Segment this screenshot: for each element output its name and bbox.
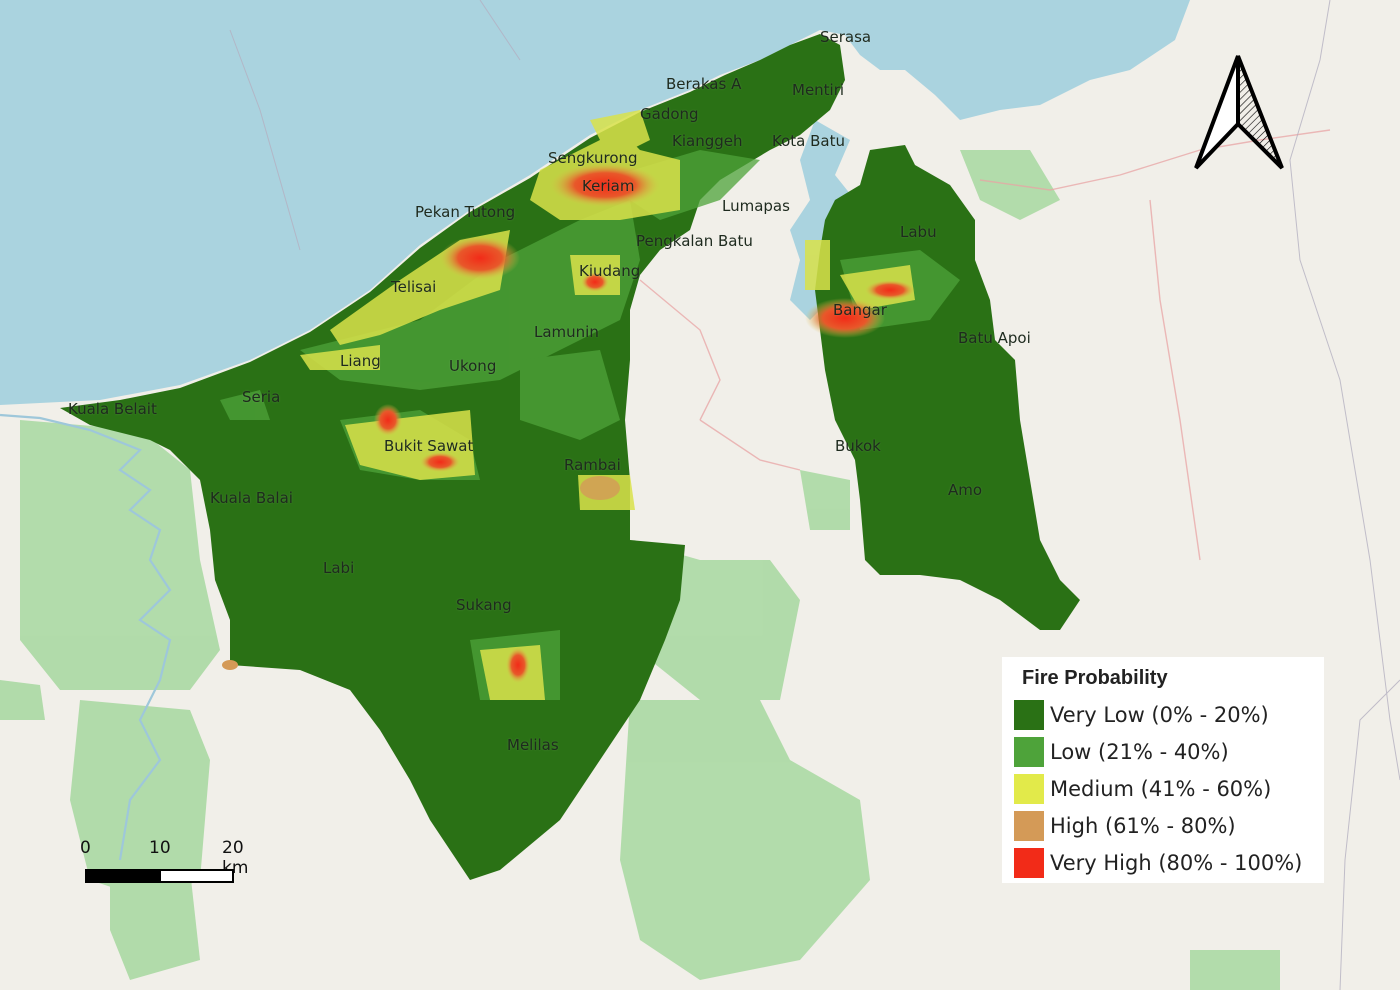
legend-item-low: Low (21% - 40%) — [1014, 733, 1312, 770]
place-keriam: Keriam — [582, 177, 635, 195]
place-sukang: Sukang — [456, 596, 512, 614]
legend-label-very-high: Very High (80% - 100%) — [1050, 850, 1303, 875]
legend-item-medium: Medium (41% - 60%) — [1014, 770, 1312, 807]
legend-swatch-very-high — [1014, 847, 1044, 878]
place-bangar: Bangar — [833, 301, 887, 319]
legend-item-very-low: Very Low (0% - 20%) — [1014, 696, 1312, 733]
place-batu-apoi: Batu Apoi — [958, 329, 1031, 347]
place-amo: Amo — [948, 481, 983, 499]
legend-label-high: High (61% - 80%) — [1050, 813, 1236, 838]
place-lamunin: Lamunin — [534, 323, 599, 341]
scale-segment-black — [85, 869, 161, 883]
legend-label-low: Low (21% - 40%) — [1050, 739, 1229, 764]
place-kianggeh: Kianggeh — [672, 132, 743, 150]
place-kuala-balai: Kuala Balai — [210, 489, 293, 507]
place-liang: Liang — [340, 352, 381, 370]
place-rambai: Rambai — [564, 456, 621, 474]
legend-item-very-high: Very High (80% - 100%) — [1014, 844, 1312, 881]
place-pengkalan-batu: Pengkalan Batu — [636, 232, 753, 250]
place-serasa: Serasa — [820, 28, 872, 46]
place-kiudang: Kiudang — [579, 262, 641, 280]
place-melilas: Melilas — [507, 736, 559, 754]
legend: Fire Probability Very Low (0% - 20%) Low… — [1002, 657, 1324, 883]
place-ukong: Ukong — [449, 357, 497, 375]
place-pekan-tutong: Pekan Tutong — [415, 203, 516, 221]
legend-swatch-very-low — [1014, 699, 1044, 730]
place-bukit-sawat: Bukit Sawat — [384, 437, 474, 455]
place-kota-batu: Kota Batu — [772, 132, 845, 150]
place-labi: Labi — [323, 559, 355, 577]
high-probability-zones — [222, 163, 915, 683]
legend-swatch-medium — [1014, 773, 1044, 804]
legend-swatch-low — [1014, 736, 1044, 767]
scale-tick-0: 0 — [80, 838, 91, 858]
place-gadong: Gadong — [640, 105, 699, 123]
admin-boundaries — [229, 0, 1400, 990]
place-seria: Seria — [242, 388, 281, 406]
legend-label-very-low: Very Low (0% - 20%) — [1050, 702, 1269, 727]
legend-swatch-high — [1014, 810, 1044, 841]
north-arrow-icon — [1194, 55, 1284, 170]
river — [0, 413, 172, 861]
legend-label-medium: Medium (41% - 60%) — [1050, 776, 1272, 801]
place-labu: Labu — [900, 223, 937, 241]
sea-area — [0, 0, 1190, 405]
legend-item-high: High (61% - 80%) — [1014, 807, 1312, 844]
place-berakas-a: Berakas A — [666, 75, 742, 93]
place-bukok: Bukok — [835, 437, 881, 455]
legend-title: Fire Probability — [1022, 667, 1168, 689]
place-sengkurong: Sengkurong — [548, 149, 638, 167]
place-kuala-belait: Kuala Belait — [68, 400, 157, 418]
place-lumapas: Lumapas — [722, 197, 790, 215]
place-telisai: Telisai — [391, 278, 437, 296]
scale-bar: 0 10 20 km — [80, 838, 250, 888]
scale-tick-10: 10 — [149, 838, 171, 858]
place-mentiri: Mentiri — [792, 81, 845, 99]
scale-segment-white — [159, 869, 234, 883]
